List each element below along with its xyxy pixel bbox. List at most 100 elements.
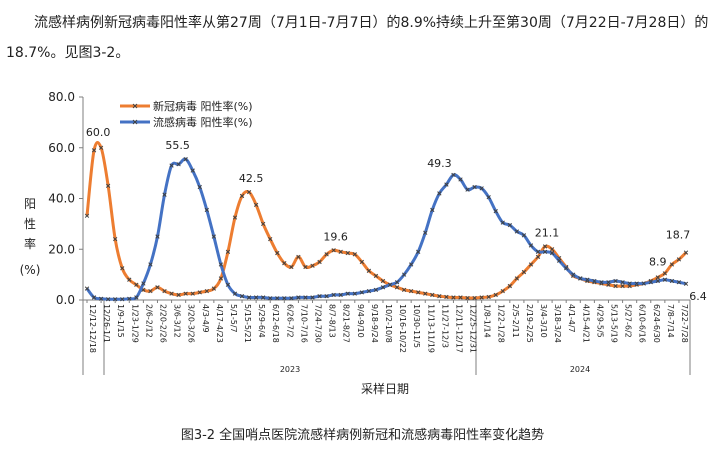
y-axis-ticks: 0.0 20.0 40.0 60.0 80.0 bbox=[48, 90, 83, 307]
point-marker bbox=[352, 252, 357, 257]
flu-line-point bbox=[634, 281, 639, 286]
point-marker bbox=[648, 280, 653, 285]
point-marker bbox=[472, 184, 477, 190]
point-marker bbox=[253, 202, 259, 207]
flu-line-point bbox=[268, 296, 273, 301]
point-marker bbox=[528, 243, 534, 248]
covid-line-point bbox=[423, 291, 428, 296]
point-marker bbox=[641, 281, 646, 286]
covid-line-point bbox=[98, 145, 104, 150]
point-marker bbox=[190, 168, 195, 173]
point-marker bbox=[176, 162, 181, 167]
point-marker bbox=[303, 295, 308, 300]
point-marker bbox=[542, 249, 548, 254]
point-marker bbox=[373, 287, 379, 293]
point-marker bbox=[289, 264, 294, 270]
point-marker bbox=[514, 276, 520, 281]
point-marker bbox=[352, 291, 357, 296]
flu-line-point bbox=[430, 207, 435, 213]
flu-line-point bbox=[662, 277, 668, 282]
point-marker bbox=[345, 291, 350, 296]
covid-line-point bbox=[500, 288, 505, 294]
point-marker bbox=[141, 287, 146, 293]
data-label: 55.5 bbox=[165, 139, 190, 152]
point-marker bbox=[91, 148, 97, 153]
x-tick-label: 8/21-8/27 bbox=[342, 304, 351, 343]
flu-line-point bbox=[239, 294, 245, 299]
point-marker bbox=[211, 234, 217, 239]
legend-item-covid: 新冠病毒 阳性率(%) bbox=[120, 99, 253, 113]
point-marker bbox=[197, 184, 202, 190]
flu-line-point bbox=[289, 296, 294, 301]
flu-line-point bbox=[394, 280, 400, 285]
flu-line-point bbox=[493, 209, 498, 214]
legend-label: 新冠病毒 阳性率(%) bbox=[153, 99, 253, 113]
flu-line-point bbox=[232, 291, 238, 296]
covid-line-point bbox=[246, 190, 252, 195]
point-marker bbox=[113, 297, 118, 302]
point-marker bbox=[493, 292, 498, 298]
covid-line-point bbox=[366, 268, 372, 273]
x-tick-label: 7/24-7/30 bbox=[314, 304, 323, 343]
legend-marker bbox=[132, 119, 138, 125]
x-tick-label: 5/1-5/7 bbox=[229, 304, 238, 333]
flu-line-point bbox=[204, 207, 209, 213]
x-tick-label: 12/25-12/31 bbox=[469, 304, 478, 353]
y-axis-title: 阳性率(%) bbox=[20, 197, 41, 277]
covid-line-point bbox=[282, 261, 287, 266]
y-tick-label: 0.0 bbox=[56, 293, 75, 307]
point-marker bbox=[676, 280, 682, 285]
flu-line-point bbox=[183, 157, 188, 162]
flu-line-point bbox=[282, 296, 287, 301]
flu-line-point bbox=[458, 177, 463, 182]
flu-line-point bbox=[352, 291, 357, 296]
point-marker bbox=[204, 288, 209, 294]
point-marker bbox=[394, 280, 400, 285]
covid-line-point bbox=[528, 262, 534, 267]
point-marker bbox=[683, 250, 689, 255]
point-marker bbox=[401, 287, 407, 293]
point-marker bbox=[225, 249, 231, 254]
flu-line-point bbox=[606, 280, 611, 285]
point-marker bbox=[169, 291, 174, 296]
point-marker bbox=[310, 295, 315, 300]
point-marker bbox=[261, 221, 266, 227]
covid-line-point bbox=[683, 250, 689, 255]
point-marker bbox=[176, 292, 181, 298]
covid-line-point bbox=[514, 276, 520, 281]
covid-line-point bbox=[542, 244, 548, 249]
point-marker bbox=[225, 282, 231, 287]
flu-line-point bbox=[613, 278, 618, 284]
x-tick-label: 2/19-2/25 bbox=[525, 304, 534, 343]
point-marker bbox=[162, 288, 167, 294]
flu-line-point bbox=[84, 286, 90, 291]
data-label: 18.7 bbox=[666, 229, 691, 242]
x-tick-label: 11/27-12/3 bbox=[440, 304, 449, 348]
point-marker bbox=[472, 295, 477, 301]
x-tick-label: 4/3-4/9 bbox=[201, 304, 210, 333]
covid-line-point bbox=[493, 292, 498, 298]
covid-line-point bbox=[232, 215, 238, 220]
flu-line-point bbox=[296, 295, 301, 300]
point-marker bbox=[578, 276, 583, 281]
covid-line-point bbox=[218, 276, 224, 281]
point-marker bbox=[366, 288, 372, 294]
point-marker bbox=[148, 262, 153, 267]
point-marker bbox=[486, 294, 491, 300]
point-marker bbox=[84, 213, 90, 218]
point-marker bbox=[105, 183, 111, 188]
covid-line-point bbox=[345, 250, 350, 256]
x-tick-label: 12/26-1/1 bbox=[102, 304, 111, 343]
x-axis-title: 采样日期 bbox=[361, 381, 409, 396]
point-marker bbox=[423, 230, 428, 235]
point-marker bbox=[162, 192, 167, 197]
point-marker bbox=[373, 273, 379, 279]
point-marker bbox=[338, 292, 343, 298]
point-marker bbox=[387, 282, 393, 287]
covid-line-point bbox=[479, 295, 484, 300]
point-marker bbox=[430, 292, 435, 298]
point-marker bbox=[134, 282, 139, 287]
covid-line-point bbox=[310, 263, 315, 268]
flu-line-point bbox=[373, 287, 379, 293]
covid-line-point bbox=[430, 292, 435, 298]
